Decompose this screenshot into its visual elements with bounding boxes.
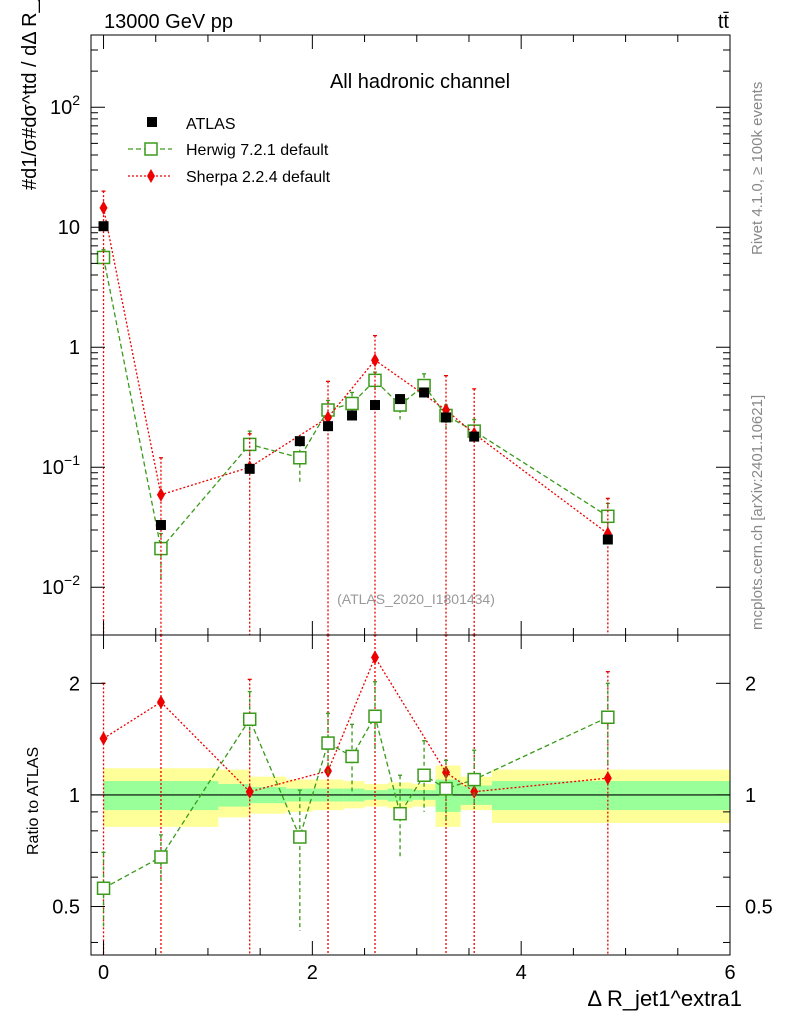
analysis-watermark: (ATLAS_2020_I1801434): [337, 591, 495, 607]
data-point: [603, 771, 612, 786]
series-line: [103, 655, 608, 793]
ratio-ytick-label-right: 2: [745, 673, 756, 695]
ratio-axes: 0.5 0.5 1 1 2 2 0 2 4 6: [52, 635, 773, 984]
data-point: [368, 709, 382, 724]
legend-sherpa-label: Sherpa 2.2.4 default: [186, 169, 331, 186]
data-point: [442, 765, 450, 780]
data-point: [393, 806, 407, 821]
data-point: [154, 541, 168, 556]
data-point: [294, 436, 305, 447]
ratio-ytick-label: 1: [69, 785, 80, 807]
data-point: [321, 736, 335, 750]
ratio-ytick-label-right: 1: [745, 785, 756, 807]
main-ytick-label: 10−1: [42, 452, 80, 479]
data-point: [469, 431, 480, 442]
legend-herwig-marker: [144, 142, 158, 156]
data-point: [98, 221, 109, 232]
main-ylabel: #d1/σ#dσ^ttd / dΔ R_jet1^extra1: [19, 0, 41, 190]
data-point: [156, 487, 165, 502]
data-point: [155, 520, 166, 531]
data-point: [441, 412, 451, 423]
data-point: [154, 850, 168, 864]
ratio-ytick-label-right: 0.5: [745, 897, 773, 919]
main-ylabel-text: #d1/σ#dσ^ttd / dΔ R_jet1^extra1: [19, 0, 41, 190]
legend-sherpa-marker: [147, 169, 155, 183]
ratio-ylabel: Ratio to ATLAS: [25, 747, 42, 855]
main-ytick-label: 10−2: [42, 572, 80, 599]
series-herwig-7-2-1-default: [96, 681, 615, 931]
data-point: [293, 450, 307, 465]
series-line: [102, 207, 609, 535]
ratio-ylabel-text: Ratio to ATLAS: [25, 747, 42, 855]
data-point: [417, 768, 431, 782]
main-background: [91, 35, 730, 635]
ratio-ytick-label: 0.5: [52, 897, 80, 919]
x-axis-label: Δ R_jet1^extra1: [587, 986, 742, 1011]
data-point: [96, 881, 111, 896]
legend-atlas-marker: [147, 117, 157, 127]
legend: ATLAS Herwig 7.2.1 default Sherpa 2.2.4 …: [128, 116, 331, 186]
data-point: [99, 731, 108, 746]
data-point: [395, 394, 406, 405]
data-point: [470, 784, 479, 799]
data-point: [370, 400, 380, 411]
data-point: [602, 534, 613, 545]
data-point: [371, 353, 379, 368]
legend-herwig-label: Herwig 7.2.1 default: [186, 142, 329, 159]
data-point: [242, 437, 257, 452]
main-marks: [96, 190, 615, 635]
band-inner: [491, 781, 730, 811]
data-point: [345, 749, 359, 764]
ratio-xtick-label: 0: [98, 962, 109, 984]
data-point: [345, 396, 359, 411]
mcplots-label-text: mcplots.cern.ch [arXiv:2401.10621]: [749, 395, 766, 630]
data-point: [439, 781, 453, 796]
header-right: tt̄: [718, 11, 730, 33]
main-axes: 10−2 10−1 1 10 102: [42, 34, 731, 635]
series-atlas: [98, 221, 613, 545]
ratio-xtick-label: 6: [724, 962, 735, 984]
main-ytick-label: 102: [50, 92, 80, 119]
data-point: [242, 712, 257, 726]
main-panel: 10−2 10−1 1 10 102 All hadronic channel (ATL…: [19, 0, 731, 636]
ratio-panel: 0.5 0.5 1 1 2 2 0 2 4 6 Ratio to ATLAS Δ R_jet1^e…: [25, 634, 773, 1011]
data-point: [371, 650, 379, 665]
main-ytick-label: 1: [69, 337, 80, 359]
rivet-label-text: Rivet 4.1.0, ≥ 100k events: [749, 82, 766, 255]
ratio-xtick-label: 2: [307, 962, 318, 984]
data-point: [347, 410, 358, 421]
ratio-ytick-label: 2: [69, 673, 80, 695]
ratio-xtick-label: 4: [516, 962, 527, 984]
main-ytick-label: 10: [58, 217, 80, 239]
mcplots-label: mcplots.cern.ch [arXiv:2401.10621]: [749, 395, 766, 630]
data-point: [419, 387, 430, 398]
data-point: [293, 830, 307, 844]
data-point: [323, 421, 334, 432]
data-point: [244, 463, 255, 474]
data-point: [156, 695, 165, 710]
data-point: [467, 772, 481, 787]
header-left: 13000 GeV pp: [104, 11, 233, 33]
rivet-label: Rivet 4.1.0, ≥ 100k events: [749, 82, 766, 255]
data-point: [601, 710, 615, 724]
data-point: [99, 200, 108, 215]
data-point: [324, 410, 333, 425]
main-title: All hadronic channel: [330, 71, 510, 93]
data-point: [96, 250, 111, 265]
data-point: [245, 784, 254, 799]
legend-atlas-label: ATLAS: [186, 116, 236, 133]
